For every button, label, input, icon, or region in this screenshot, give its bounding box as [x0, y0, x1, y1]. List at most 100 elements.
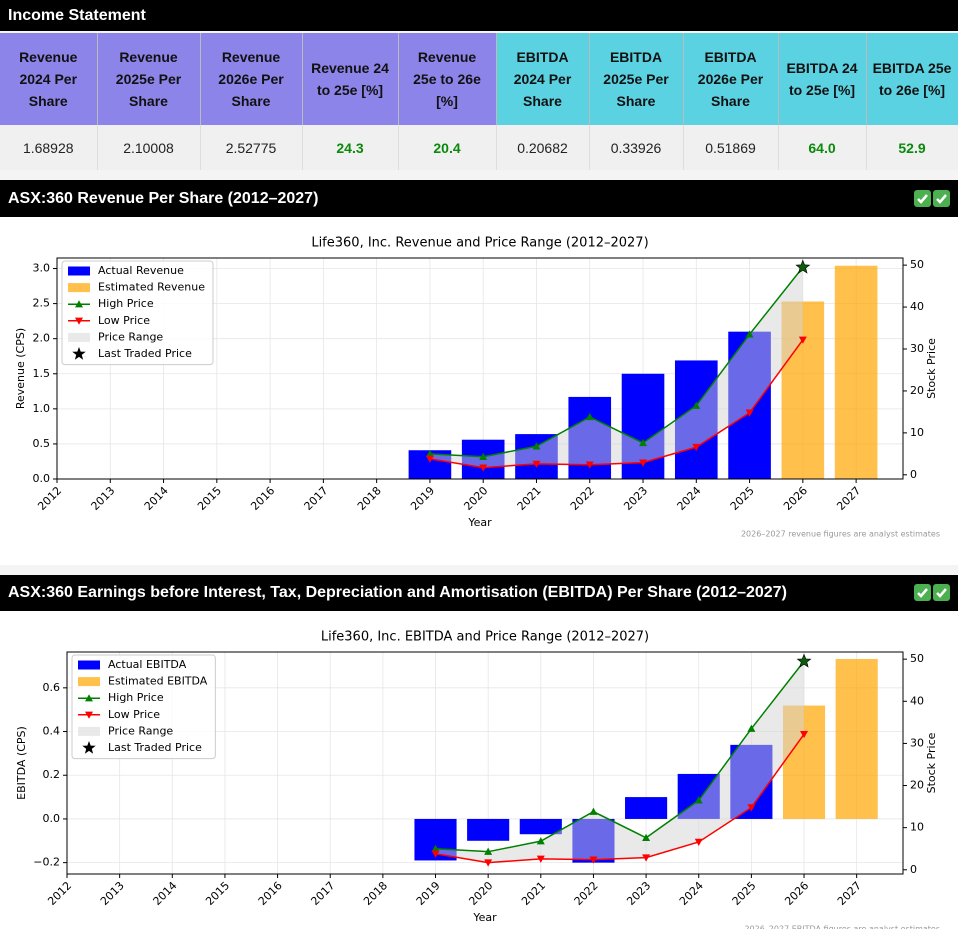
- y2-tick-label: 30: [910, 342, 924, 355]
- check-badges: [914, 189, 950, 207]
- legend-label: Estimated EBITDA: [108, 675, 208, 688]
- section-bar: ASX:360 Revenue Per Share (2012–2027): [0, 180, 958, 217]
- star-marker: [795, 259, 811, 274]
- column-header: EBITDA 2025e Per Share: [589, 33, 684, 125]
- y-tick-label: 3.0: [33, 262, 51, 275]
- marker: [639, 459, 648, 467]
- chart-title: Life360, Inc. EBITDA and Price Range (20…: [321, 630, 649, 645]
- column-header: Revenue 2024 Per Share: [0, 33, 98, 125]
- x-tick-label: 2015: [195, 484, 224, 513]
- marker: [745, 409, 754, 417]
- marker: [536, 837, 545, 845]
- x-tick-label: 2020: [461, 484, 490, 513]
- marker: [745, 330, 754, 338]
- column-header: EBITDA 25e to 26e [%]: [866, 33, 958, 125]
- note: 2026–2027 revenue figures are analyst es…: [741, 530, 940, 539]
- legend-marker: [82, 741, 96, 754]
- y2-tick-label: 30: [910, 736, 924, 749]
- column-header: EBITDA 2024 Per Share: [496, 33, 590, 125]
- marker: [589, 807, 598, 815]
- y-tick-label: 0.2: [43, 768, 61, 781]
- ebitda-chart: −0.2 0.0 0.2 0.4 0.6 2012 2013 2014 2015 2016 2017…: [0, 611, 958, 929]
- price-range: [435, 661, 805, 863]
- table-row: 1.68928 2.10008 2.52775 24.3 20.4 0.20682 0.33…: [0, 125, 958, 170]
- y2-tick-label: 40: [910, 300, 924, 313]
- bar: [467, 818, 510, 841]
- y-tick-label: 0.5: [33, 437, 51, 450]
- y2-tick-label: 50: [910, 258, 924, 271]
- x-tick-label: 2022: [568, 484, 597, 513]
- table-cell: 2.10008: [97, 125, 201, 170]
- table-cell: 24.3: [302, 125, 399, 170]
- legend-label: High Price: [108, 691, 164, 704]
- legend-label: Price Range: [98, 330, 163, 343]
- marker: [692, 401, 701, 409]
- section-title: ASX:360 Earnings before Interest, Tax, D…: [8, 584, 787, 601]
- header-bar: Income Statement: [0, 0, 958, 31]
- x-tick-label: 2018: [361, 879, 390, 908]
- legend-swatch: [78, 660, 100, 670]
- x-tick-label: 2012: [45, 879, 74, 908]
- legend-label: Estimated Revenue: [98, 281, 205, 294]
- y2-axis-label: Stock Price: [925, 338, 938, 399]
- x-tick-label: 2023: [624, 879, 653, 908]
- x-tick-label: 2025: [730, 879, 759, 908]
- marker: [694, 796, 703, 804]
- y-tick-label: −0.2: [33, 856, 60, 869]
- x-tick-label: 2016: [248, 484, 277, 513]
- legend-label: Price Range: [108, 724, 173, 737]
- marker: [589, 856, 598, 864]
- table-cell: 52.9: [866, 125, 958, 170]
- x-axis-label: Year: [467, 516, 492, 529]
- section-bar: ASX:360 Earnings before Interest, Tax, D…: [0, 575, 958, 611]
- legend-label: Actual EBITDA: [108, 658, 187, 671]
- x-tick-label: 2012: [35, 484, 64, 513]
- marker: [431, 844, 440, 852]
- column-header: Revenue 25e to 26e [%]: [398, 33, 497, 125]
- marker: [479, 452, 488, 460]
- y-axis-label: EBITDA (CPS): [15, 726, 28, 800]
- marker: [639, 438, 648, 447]
- legend-box: [61, 260, 214, 366]
- y2-tick-label: 40: [910, 694, 924, 707]
- marker: [484, 859, 493, 867]
- check-badges: [914, 584, 950, 601]
- x-tick-label: 2014: [142, 484, 171, 513]
- x-tick-label: 2024: [677, 879, 706, 908]
- legend-label: Last Traded Price: [98, 347, 192, 360]
- table-cell: 64.0: [778, 125, 867, 170]
- x-tick-label: 2024: [675, 484, 704, 513]
- marker: [479, 464, 488, 472]
- x-tick-label: 2026: [782, 879, 811, 908]
- legend-box: [71, 654, 216, 760]
- line: [435, 733, 805, 864]
- marker: [585, 412, 594, 421]
- y-tick-label: 0.0: [33, 472, 51, 485]
- legend-label: Low Price: [108, 708, 160, 721]
- legend-swatch: [78, 677, 100, 687]
- header-title: Income Statement: [8, 6, 146, 24]
- marker: [800, 730, 809, 739]
- legend-label: Last Traded Price: [108, 741, 202, 754]
- legend-marker: [85, 711, 93, 719]
- legend-swatch: [68, 332, 90, 342]
- legend-swatch: [68, 283, 90, 293]
- legend-marker: [85, 694, 93, 702]
- x-tick-label: 2027: [835, 879, 864, 908]
- section-title: ASX:360 Revenue Per Share (2012–2027): [8, 189, 319, 207]
- x-tick-label: 2027: [834, 484, 863, 513]
- legend-marker: [72, 347, 86, 360]
- y-tick-label: 1.0: [33, 402, 51, 415]
- y2-tick-label: 0: [910, 468, 917, 481]
- star-marker: [796, 653, 812, 668]
- marker: [425, 449, 434, 458]
- plot-frame: [66, 651, 904, 875]
- bar: [519, 818, 562, 835]
- x-tick-label: 2020: [466, 879, 495, 908]
- y2-tick-label: 10: [910, 821, 924, 834]
- y-tick-label: 1.5: [33, 367, 51, 380]
- marker: [642, 854, 651, 862]
- y-tick-label: 0.6: [43, 681, 61, 694]
